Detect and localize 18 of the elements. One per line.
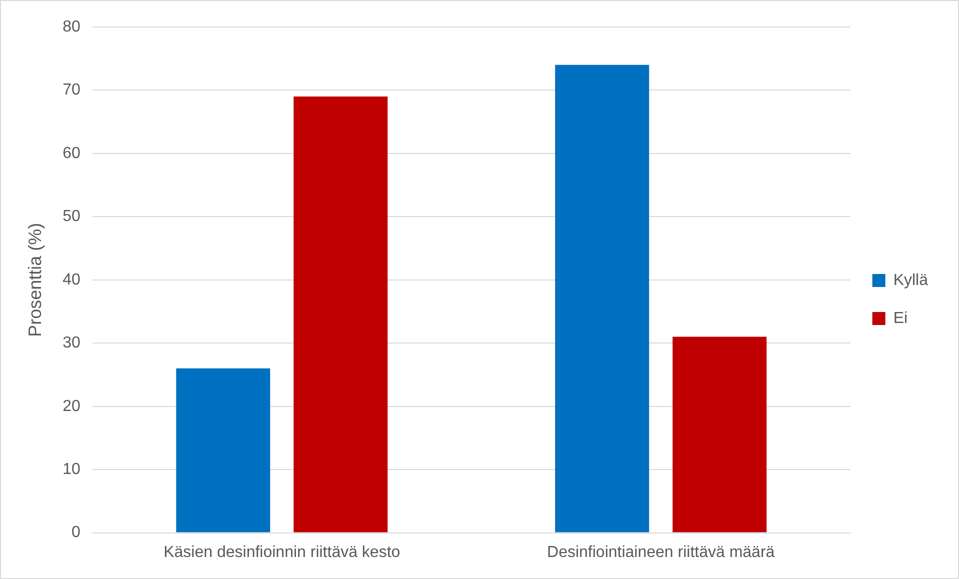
y-tick-label: 40 — [62, 271, 80, 288]
y-tick-label: 30 — [62, 334, 80, 352]
y-tick-label: 80 — [62, 18, 80, 36]
bar — [294, 96, 388, 532]
legend-label: Kyllä — [893, 272, 928, 289]
x-tick-label: Desinfiointiaineen riittävä määrä — [547, 544, 775, 561]
bar — [555, 64, 650, 532]
legend-label: Ei — [893, 310, 908, 327]
bar — [176, 368, 270, 532]
y-tick-label: 10 — [62, 460, 80, 478]
y-tick-label: 60 — [62, 144, 80, 162]
x-tick-label: Käsien desinfioinnin riittävä kesto — [164, 544, 400, 561]
y-axis-title: Prosenttia (%) — [24, 222, 45, 337]
y-tick-label: 70 — [62, 82, 80, 99]
y-tick-label: 20 — [62, 398, 80, 415]
y-tick-label: 0 — [71, 524, 80, 542]
bar — [672, 336, 767, 532]
y-tick-label: 50 — [62, 208, 80, 226]
